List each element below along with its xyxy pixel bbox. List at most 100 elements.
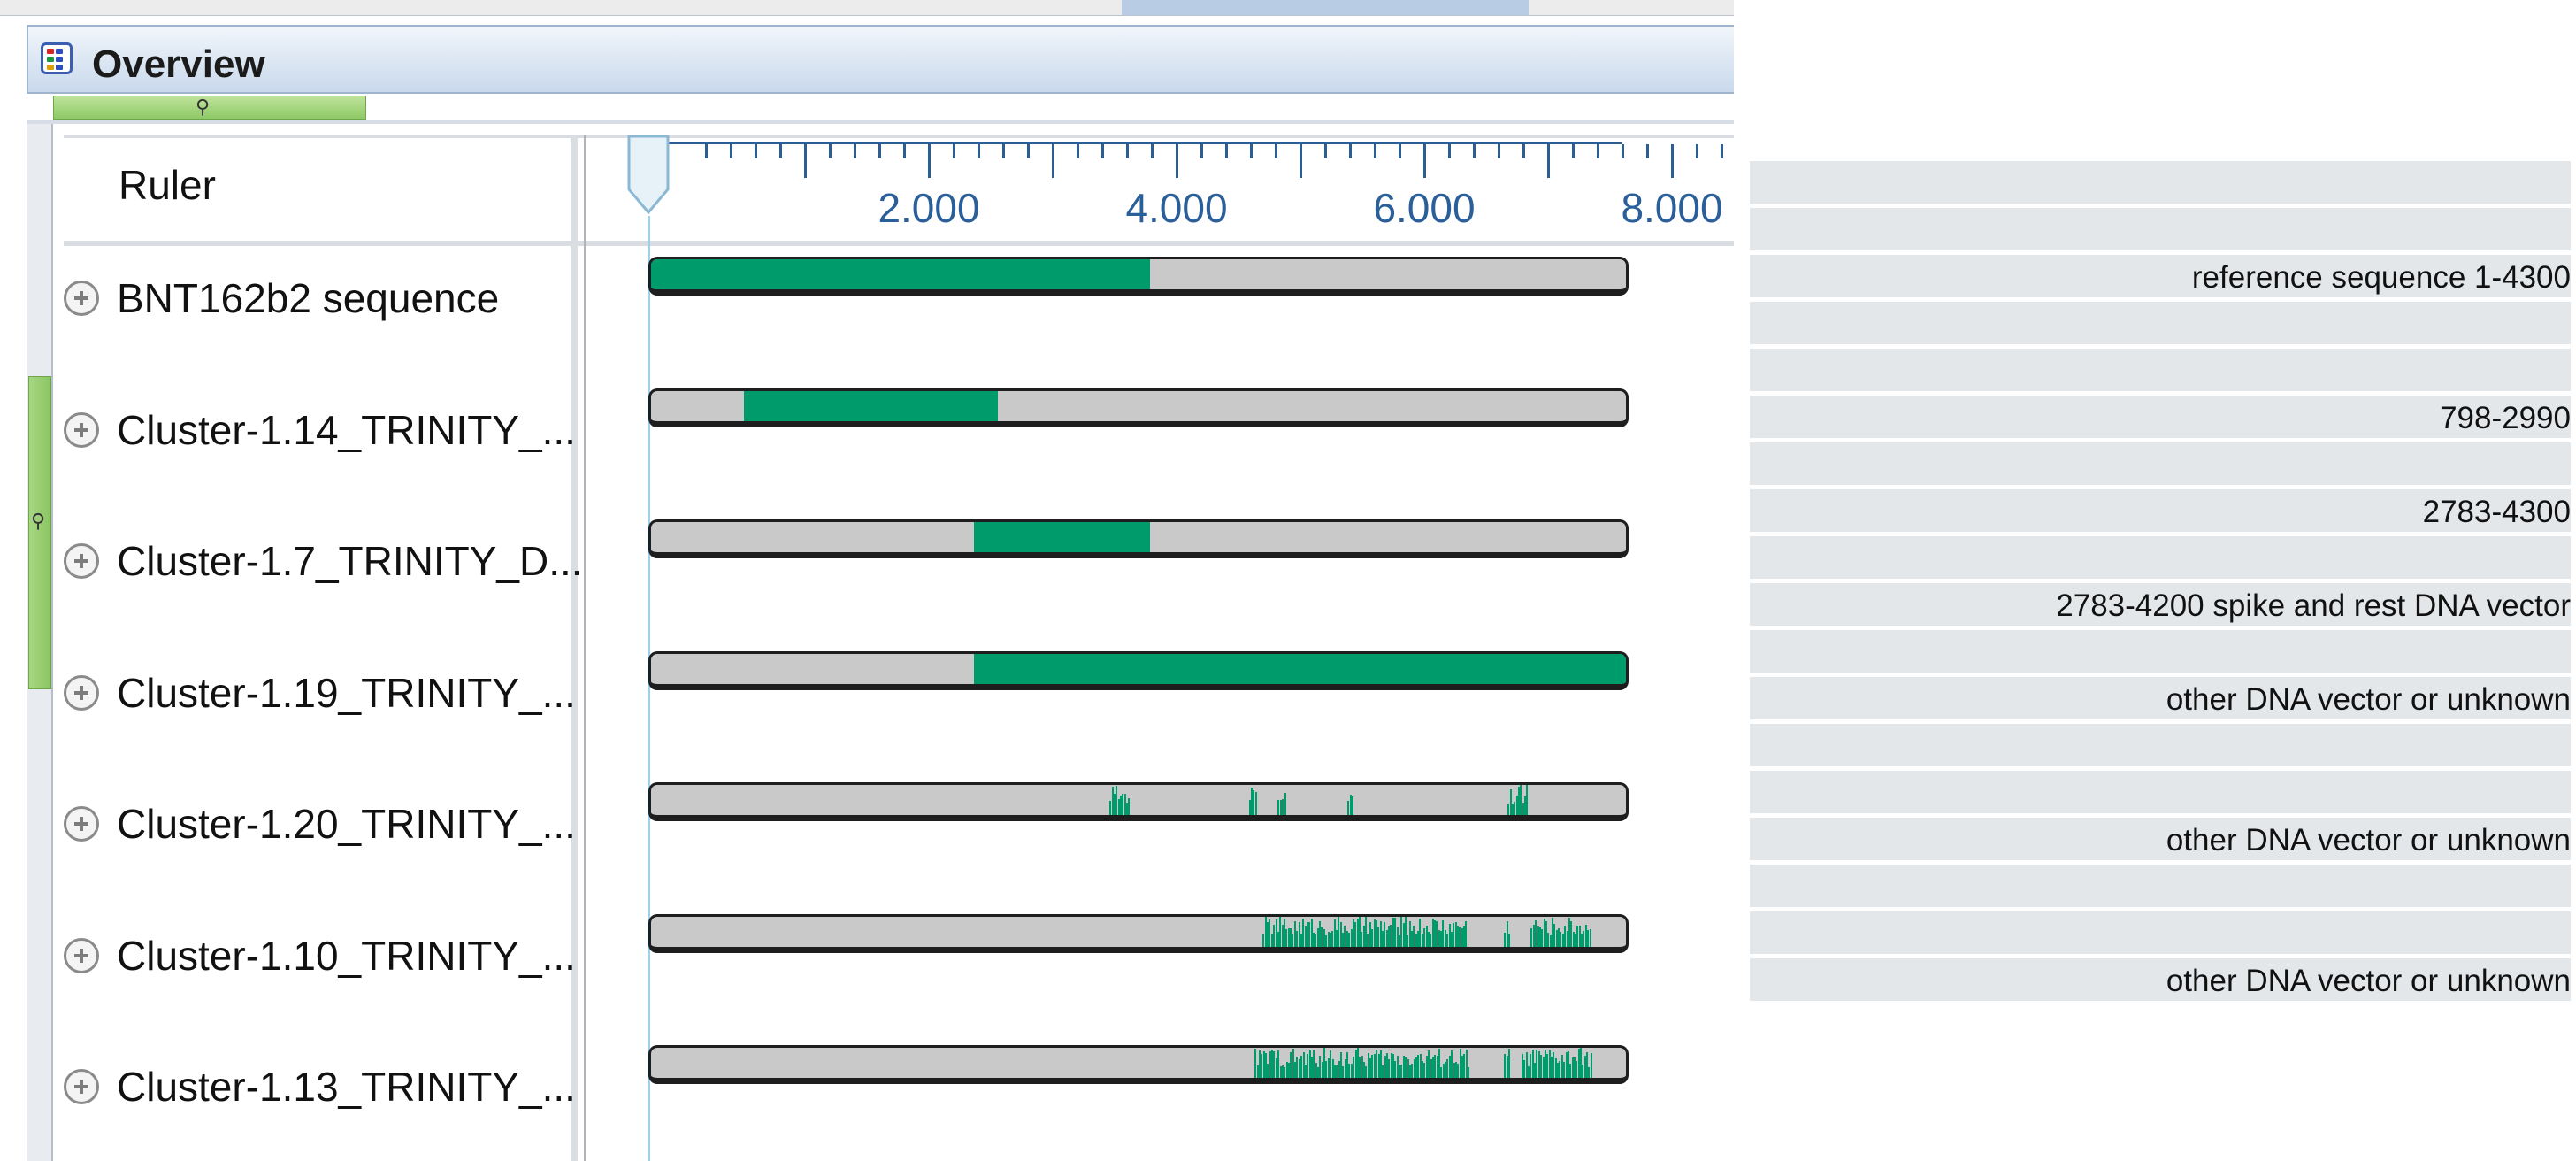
coverage-spike	[1319, 920, 1322, 947]
ruler-major-tick	[1423, 144, 1426, 178]
ruler-tick-label: 4.000	[1125, 185, 1228, 231]
coverage-spike	[1590, 1052, 1592, 1078]
coverage-spike	[1552, 1052, 1555, 1078]
coverage-spike	[1365, 1065, 1368, 1078]
coverage-spike	[1325, 1061, 1328, 1078]
coverage-spike	[1468, 1066, 1470, 1078]
track-row-header: Cluster-1.7_TRINITY_D...	[64, 534, 583, 588]
horizontal-zoom-slider[interactable]: ⚲	[53, 96, 366, 120]
top-tab-strip	[0, 0, 1734, 16]
coverage-spike	[1460, 1055, 1463, 1078]
coverage-spike	[1348, 933, 1351, 947]
coverage-spike	[1431, 1057, 1434, 1078]
ruler-minor-tick	[1646, 144, 1649, 158]
coverage-spike	[1304, 1064, 1307, 1078]
expand-plus-icon[interactable]	[64, 543, 99, 579]
alignment-track-bar[interactable]	[648, 388, 1629, 427]
coverage-spike	[1576, 925, 1579, 947]
coverage-spike	[1298, 922, 1300, 947]
overview-grid-icon	[41, 42, 73, 74]
expand-plus-icon[interactable]	[64, 806, 99, 842]
annotation-row: other DNA vector or unknown	[1750, 958, 2571, 1001]
alignment-track-bar[interactable]	[648, 913, 1629, 953]
coverage-spike-group	[651, 785, 1626, 815]
track-name[interactable]: Cluster-1.7_TRINITY_D...	[117, 538, 583, 584]
coverage-spike	[1558, 928, 1560, 947]
coverage-spike	[1285, 928, 1288, 947]
coverage-spike	[1414, 934, 1417, 947]
coverage-spike	[1362, 926, 1365, 947]
coverage-spike	[1367, 934, 1369, 947]
coverage-spike	[1359, 1057, 1361, 1078]
coverage-spike	[1463, 926, 1466, 947]
panel-title: Overview	[92, 42, 265, 86]
coverage-spike	[1531, 1049, 1534, 1078]
coverage-spike	[1444, 930, 1446, 947]
alignment-track-bar[interactable]	[648, 257, 1629, 296]
ruler-minor-tick	[1275, 144, 1277, 158]
coverage-spike	[1400, 917, 1403, 947]
coverage-spike	[1388, 926, 1391, 947]
coverage-spike	[1425, 925, 1428, 947]
coverage-spike	[1336, 929, 1338, 947]
coverage-spike	[1417, 930, 1420, 947]
coverage-spike	[1352, 919, 1354, 947]
overview-header: Overview	[27, 25, 1734, 94]
coverage-spike	[1342, 1065, 1345, 1078]
coverage-spike	[1440, 930, 1443, 947]
track-name[interactable]: Cluster-1.19_TRINITY_...	[117, 669, 576, 716]
ruler-minor-tick	[1200, 144, 1203, 158]
coverage-spike	[1340, 1051, 1342, 1078]
alignment-track-bar[interactable]	[648, 782, 1629, 821]
track-name[interactable]: Cluster-1.13_TRINITY_...	[117, 1064, 576, 1110]
coverage-spike	[1583, 930, 1585, 947]
coverage-spike	[1537, 1050, 1540, 1078]
annotation-row: other DNA vector or unknown	[1750, 818, 2571, 860]
alignment-track-bar[interactable]	[648, 519, 1629, 558]
annotation-row	[1750, 771, 2571, 813]
top-tab[interactable]	[1122, 0, 1529, 15]
coverage-spike	[1405, 1057, 1407, 1078]
coverage-spike	[1122, 794, 1124, 815]
ruler-minor-tick	[1027, 144, 1030, 158]
coverage-spike	[1402, 922, 1405, 947]
alignment-track-bar[interactable]	[648, 650, 1629, 690]
annotation-row: 2783-4300	[1750, 489, 2571, 532]
track-name[interactable]: BNT162b2 sequence	[117, 275, 500, 321]
coverage-spike	[1306, 921, 1308, 947]
coverage-spike	[1350, 1064, 1353, 1078]
coverage-spike	[1111, 787, 1114, 815]
column-splitter[interactable]	[571, 135, 578, 1161]
coverage-spike	[1453, 922, 1455, 947]
expand-plus-icon[interactable]	[64, 937, 99, 973]
coverage-spike	[1300, 1055, 1303, 1078]
coverage-spike	[1520, 785, 1522, 815]
expand-plus-icon[interactable]	[64, 281, 99, 316]
coverage-spike	[1446, 934, 1449, 947]
track-name[interactable]: Cluster-1.20_TRINITY_...	[117, 801, 576, 847]
coverage-spike	[1580, 1048, 1583, 1078]
alignment-track-bar[interactable]	[648, 1045, 1629, 1084]
position-marker-handle[interactable]	[625, 135, 671, 216]
coverage-spike-group	[651, 785, 1626, 815]
expand-plus-icon[interactable]	[64, 1069, 99, 1104]
track-row-header: Cluster-1.19_TRINITY_...	[64, 666, 576, 719]
coverage-spike	[1276, 932, 1279, 947]
coverage-spike	[1448, 1055, 1451, 1078]
coverage-spike	[1319, 1056, 1322, 1078]
coverage-spike	[1267, 1064, 1269, 1078]
coverage-spike	[1361, 931, 1363, 947]
expand-plus-icon[interactable]	[64, 674, 99, 711]
coverage-spike	[1422, 1061, 1424, 1078]
coverage-spike	[1273, 924, 1276, 947]
track-name[interactable]: Cluster-1.14_TRINITY_...	[117, 406, 576, 453]
expand-plus-icon[interactable]	[64, 411, 99, 448]
coverage-spike	[1541, 928, 1544, 947]
vertical-zoom-slider[interactable]: ⚲	[28, 376, 51, 689]
track-name[interactable]: Cluster-1.10_TRINITY_...	[117, 932, 576, 979]
coverage-spike	[1369, 1058, 1372, 1078]
coverage-spike	[1578, 926, 1581, 947]
coverage-spike	[1350, 928, 1353, 947]
coverage-spike	[1535, 920, 1537, 947]
coverage-spike	[1262, 1050, 1265, 1078]
